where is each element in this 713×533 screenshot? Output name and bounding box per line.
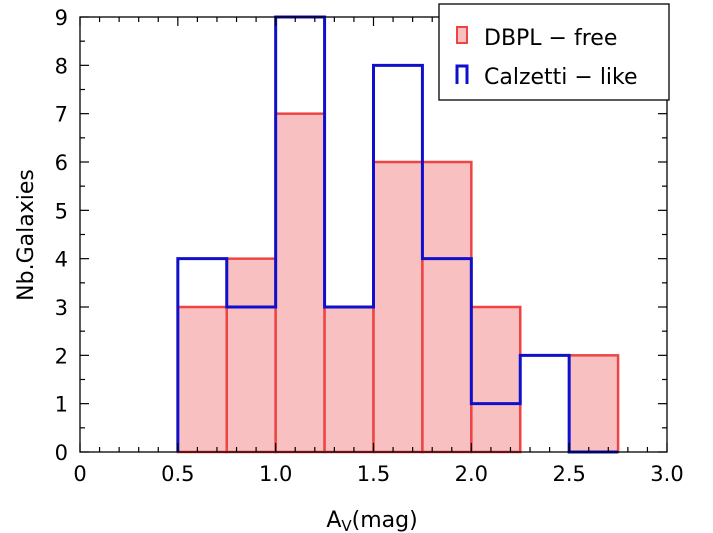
legend-swatch-calzetti-like	[455, 64, 469, 84]
x-axis-title: AV(mag)	[326, 508, 417, 533]
y-tick-label: 0	[55, 441, 68, 465]
series-layer	[176, 15, 620, 454]
x-tick-label: 3.0	[650, 462, 683, 486]
legend: DBPL − free Calzetti − like	[438, 3, 670, 101]
y-tick-label: 2	[55, 344, 68, 368]
x-tick-label: 1.0	[259, 462, 292, 486]
bar-0-8	[567, 354, 620, 454]
y-tick-label: 3	[55, 296, 68, 320]
x-tick-label: 2.5	[552, 462, 585, 486]
bar-0-6	[470, 305, 522, 454]
bar-0-0	[176, 305, 228, 454]
bar-0-2	[274, 112, 326, 454]
x-axis-title-main: A	[326, 508, 341, 533]
x-tick-label: 0.5	[161, 462, 194, 486]
x-axis-title-suffix: (mag)	[352, 508, 418, 533]
y-tick-label: 9	[55, 6, 68, 30]
x-tick-label: 1.5	[357, 462, 390, 486]
bar-0-4	[372, 160, 424, 454]
legend-label-dbpl-free: DBPL − free	[484, 26, 617, 51]
axes-layer: 0 0.5 1.0 1.5 2.0 2.5 3.0 0 1 2 3 4 5 6 7 8 9	[55, 6, 684, 486]
x-axis-title-subscript: V	[341, 517, 352, 533]
step-series-1	[176, 15, 619, 454]
bar-0-1	[225, 257, 277, 454]
y-tick-label: 5	[55, 199, 68, 223]
y-tick-label: 7	[55, 103, 68, 127]
legend-swatch-dbpl-free	[456, 26, 468, 44]
y-tick-label: 6	[55, 151, 68, 175]
y-tick-label: 1	[55, 393, 68, 417]
y-tick-label: 4	[55, 248, 68, 272]
bar-0-3	[323, 305, 375, 454]
legend-label-calzetti-like: Calzetti − like	[484, 65, 638, 90]
x-tick-label: 2.0	[455, 462, 488, 486]
legend-box	[438, 3, 670, 101]
labels-layer: Nb.Galaxies AV(mag)	[14, 169, 418, 533]
y-axis-title: Nb.Galaxies	[14, 169, 39, 301]
bar-0-5	[421, 160, 473, 454]
y-tick-label: 8	[55, 54, 68, 78]
x-tick-label: 0	[73, 462, 86, 486]
